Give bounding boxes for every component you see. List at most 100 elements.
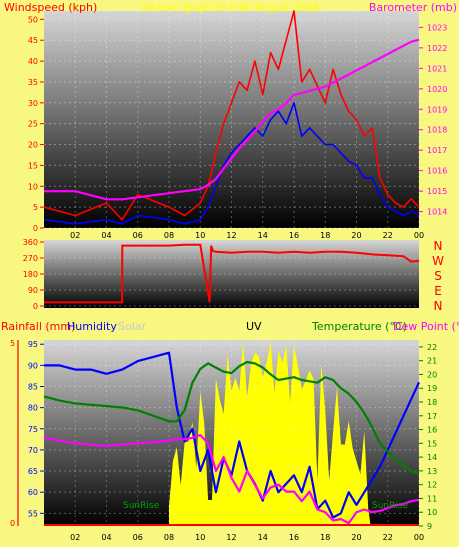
direction-tick-label: 180 bbox=[23, 270, 38, 279]
x-tick-label: 22 bbox=[383, 533, 393, 542]
humidity-tick-label: 65 bbox=[28, 467, 38, 476]
windspeed-tick-label: 30 bbox=[28, 99, 38, 108]
temperature-tick-label: 14 bbox=[427, 453, 437, 462]
x-tick-label: 12 bbox=[226, 231, 236, 240]
x-tick-label: 16 bbox=[289, 231, 299, 240]
windspeed-tick-label: 25 bbox=[28, 120, 38, 129]
chart-title: 24 hour graph to 0:00 August 2008 bbox=[142, 3, 319, 14]
windspeed-axis-label: Windspeed (kph) bbox=[4, 1, 97, 14]
windspeed-tick-label: 10 bbox=[28, 182, 38, 191]
windspeed-tick-label: 50 bbox=[28, 15, 38, 24]
compass-label: S bbox=[434, 269, 442, 283]
humidity-tick-label: 90 bbox=[28, 361, 38, 370]
top-plot-area bbox=[44, 11, 419, 228]
x-tick-label: 14 bbox=[258, 533, 268, 542]
humidity-line bbox=[44, 351, 420, 519]
humidity-tick-label: 60 bbox=[28, 488, 38, 497]
direction-tick-label: 360 bbox=[23, 238, 38, 247]
barometer-tick-label: 1018 bbox=[427, 126, 447, 135]
humidity-axis-ticks: 55 60 65 70 75 80 85 90 95 bbox=[28, 340, 44, 518]
humidity-tick-label: 85 bbox=[28, 383, 38, 392]
temperature-tick-label: 22 bbox=[427, 343, 437, 352]
bottom-x-axis-ticks: 02 04 06 08 10 12 14 16 18 20 22 00 bbox=[70, 533, 424, 542]
x-tick-label: 20 bbox=[351, 533, 361, 542]
x-tick-label: 20 bbox=[351, 231, 361, 240]
temperature-tick-label: 11 bbox=[427, 494, 437, 503]
direction-tick-label: 0 bbox=[33, 302, 38, 311]
windspeed-tick-label: 40 bbox=[28, 57, 38, 66]
x-tick-label: 08 bbox=[164, 533, 174, 542]
rainfall-axis-label: Rainfall (mm) bbox=[1, 320, 75, 333]
barometer-tick-label: 1016 bbox=[427, 167, 447, 176]
temperature-tick-label: 21 bbox=[427, 357, 437, 366]
compass-label: N bbox=[434, 239, 443, 253]
x-tick-label: 06 bbox=[133, 231, 143, 240]
direction-series bbox=[44, 243, 420, 304]
windspeed-tick-label: 45 bbox=[28, 36, 38, 45]
barometer-tick-label: 1020 bbox=[427, 85, 447, 94]
humidity-tick-label: 80 bbox=[28, 404, 38, 413]
humidity-tick-label: 95 bbox=[28, 340, 38, 349]
barometer-axis-label: Barometer (mb) bbox=[369, 1, 457, 14]
uv-axis-label: UV bbox=[246, 320, 262, 333]
x-tick-label: 06 bbox=[133, 533, 143, 542]
windspeed-line bbox=[43, 10, 420, 221]
temperature-tick-label: 20 bbox=[427, 370, 437, 379]
barometer-tick-label: 1019 bbox=[427, 105, 447, 114]
temperature-tick-label: 16 bbox=[427, 426, 437, 435]
sunset-label: SunRise bbox=[372, 501, 409, 511]
windspeed-tick-label: 20 bbox=[28, 141, 38, 150]
x-tick-label: 00 bbox=[414, 533, 424, 542]
temperature-tick-label: 9 bbox=[427, 522, 432, 531]
temperature-tick-label: 17 bbox=[427, 412, 437, 421]
rainfall-tick-label: 0 bbox=[10, 519, 15, 528]
top-grid bbox=[44, 11, 420, 229]
temperature-tick-label: 10 bbox=[427, 508, 437, 517]
x-tick-label: 10 bbox=[195, 533, 205, 542]
windspeed-axis-ticks: 0 5 10 15 20 25 30 35 40 45 50 bbox=[28, 15, 44, 233]
barometer-axis-ticks: 1014 1015 1016 1017 1018 1019 1020 1021 1022 1023 bbox=[419, 23, 447, 217]
compass-label: E bbox=[434, 284, 442, 298]
dew-point-line bbox=[43, 434, 420, 525]
temperature-tick-label: 12 bbox=[427, 481, 437, 490]
x-tick-label: 16 bbox=[289, 533, 299, 542]
humidity-axis-label: Humidity bbox=[67, 320, 117, 333]
barometer-tick-label: 1022 bbox=[427, 44, 447, 53]
temperature-tick-label: 15 bbox=[427, 439, 437, 448]
x-tick-label: 18 bbox=[320, 533, 330, 542]
rainfall-axis: 05 bbox=[10, 339, 419, 528]
humidity-tick-label: 70 bbox=[28, 446, 38, 455]
solar-axis-label: Solar bbox=[118, 320, 147, 333]
top-series bbox=[43, 10, 420, 225]
x-tick-label: 04 bbox=[101, 533, 111, 542]
x-tick-label: 14 bbox=[258, 231, 268, 240]
bottom-series bbox=[43, 351, 420, 525]
barometer-tick-label: 1023 bbox=[427, 23, 447, 32]
temperature-line bbox=[43, 360, 420, 475]
x-tick-label: 22 bbox=[383, 231, 393, 240]
humidity-tick-label: 55 bbox=[28, 509, 38, 518]
windspeed-tick-label: 5 bbox=[33, 203, 38, 212]
x-tick-label: 08 bbox=[164, 231, 174, 240]
temperature-tick-label: 19 bbox=[427, 384, 437, 393]
x-tick-label: 04 bbox=[101, 231, 111, 240]
x-tick-label: 02 bbox=[70, 231, 80, 240]
compass-label: N bbox=[434, 299, 443, 313]
direction-plot-area bbox=[44, 240, 419, 308]
rainfall-tick-label: 5 bbox=[10, 339, 15, 348]
x-tick-label: 02 bbox=[70, 533, 80, 542]
windspeed-tick-label: 0 bbox=[33, 224, 38, 233]
direction-tick-label: 90 bbox=[28, 286, 38, 295]
barometer-tick-label: 1015 bbox=[427, 187, 447, 196]
wind-direction-line bbox=[44, 243, 420, 304]
compass-label: W bbox=[432, 254, 444, 268]
humidity-tick-label: 75 bbox=[28, 425, 38, 434]
wind-avg-line bbox=[43, 102, 420, 225]
barometer-tick-label: 1017 bbox=[427, 146, 447, 155]
x-tick-label: 00 bbox=[414, 231, 424, 240]
direction-tick-label: 270 bbox=[23, 254, 38, 263]
windspeed-tick-label: 35 bbox=[28, 78, 38, 87]
temperature-axis-label: Temperature (°C) bbox=[311, 320, 407, 333]
windspeed-tick-label: 15 bbox=[28, 161, 38, 170]
